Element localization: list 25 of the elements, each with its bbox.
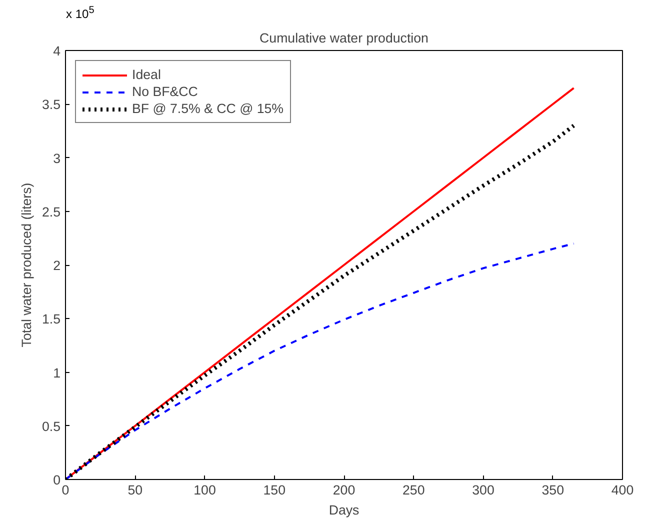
- legend-label: BF @ 7.5% & CC @ 15%: [132, 101, 284, 116]
- x-tick-label: 200: [332, 482, 356, 498]
- x-tick-label: 350: [542, 482, 564, 498]
- y-tick-label: 2.5: [42, 204, 61, 220]
- x-tick-label: 150: [263, 482, 286, 498]
- y-tick-label: 3: [53, 150, 61, 166]
- x-tick-label: 250: [402, 482, 425, 498]
- x-tick-label: 100: [194, 482, 216, 498]
- x-tick-label: 400: [611, 482, 634, 498]
- y-tick-label: 0.5: [42, 418, 61, 434]
- y-tick-label: 1: [53, 365, 61, 380]
- y-axis-title: Total water produced (liters): [18, 182, 34, 348]
- x-tick-label: 50: [128, 482, 143, 498]
- y-tick-label: 1.5: [42, 312, 61, 327]
- y-tick-label: 2: [53, 258, 61, 273]
- legend-label: Ideal: [132, 67, 161, 82]
- y-tick-label: 0: [53, 472, 61, 488]
- y-tick-label: 3.5: [42, 97, 61, 112]
- legend-label: No BF&CC: [132, 84, 198, 99]
- text: x 10$^{5}$: [66, 4, 94, 23]
- x-axis-title: Days: [328, 502, 360, 518]
- chart-title: Cumulative water production: [260, 30, 428, 46]
- x-tick-label: 300: [472, 482, 494, 498]
- line-series: [66, 242, 575, 480]
- y-tick-label: 4: [53, 44, 62, 58]
